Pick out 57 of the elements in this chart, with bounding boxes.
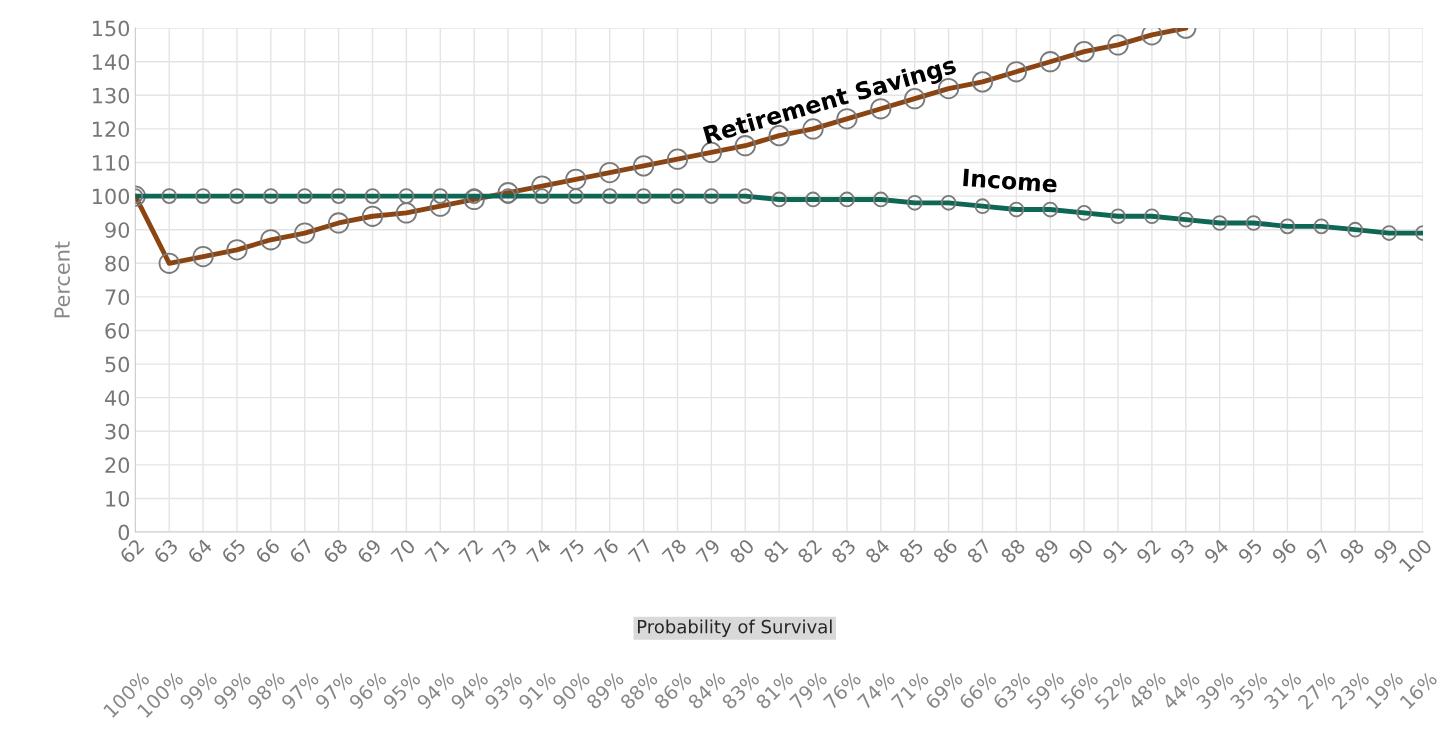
x-tick-label: 79 — [695, 538, 722, 564]
x-tick-label: 99 — [1372, 538, 1399, 565]
series-label: Income — [963, 168, 1058, 193]
y-tick-label: 130 — [92, 87, 130, 104]
y-tick-label: 40 — [104, 390, 130, 406]
x-tick-label: 74 — [526, 538, 552, 564]
x-tick-label: 77 — [627, 538, 653, 564]
x-tick-label: 91 — [1101, 538, 1128, 565]
y-tick-label: 90 — [105, 222, 130, 238]
x-tick-label: 97 — [1304, 538, 1331, 565]
x-tick-label: 93 — [1169, 538, 1196, 565]
y-tick-label: 30 — [105, 423, 130, 440]
y-tick-label: 10 — [106, 490, 130, 507]
x-tick-label: 98 — [1338, 538, 1365, 565]
x-tick-label: 68 — [322, 538, 349, 565]
x-tick-label: 76 — [593, 538, 620, 564]
y-axis-title: Percent — [54, 241, 70, 318]
x-tick-label: 67 — [288, 538, 315, 565]
x-tick-label: 95 — [1237, 538, 1263, 565]
x-tick-label: 92 — [1135, 538, 1162, 565]
x-tick-label: 69 — [356, 538, 383, 565]
y-tick-label: 70 — [105, 289, 130, 306]
y-tick-label: 80 — [105, 255, 130, 272]
x-tick-label: 66 — [254, 538, 281, 565]
x-tick-label: 72 — [458, 538, 484, 564]
x-tick-label: 87 — [966, 538, 992, 565]
x-tick-label: 96 — [1271, 538, 1298, 565]
y-tick-label: 60 — [105, 322, 130, 339]
x-tick-label: 94 — [1203, 537, 1230, 565]
x-tick-label: 89 — [1033, 538, 1060, 565]
x-tick-label: 80 — [728, 538, 755, 565]
x-tick-label: 78 — [661, 538, 688, 564]
text: Probability of Survival — [637, 619, 832, 637]
x-tick-label: 65 — [220, 538, 247, 565]
y-tick-label: 50 — [105, 356, 130, 373]
x-tick-label: 84 — [864, 537, 891, 565]
x-tick-label: 81 — [762, 538, 789, 565]
x-tick-label: 71 — [424, 538, 450, 564]
y-tick-label: 110 — [92, 154, 130, 171]
x-tick-label: 83 — [830, 538, 857, 565]
y-tick-label: 20 — [105, 457, 130, 474]
x-tick-label: 85 — [898, 538, 925, 565]
y-tick-label: 100 — [92, 188, 130, 205]
x-tick-label: 64 — [186, 537, 213, 565]
y-tick-label: 0 — [118, 524, 130, 541]
x-tick-label: 86 — [932, 538, 959, 565]
y-tick-label: 140 — [92, 54, 130, 70]
y-tick-label: 120 — [92, 121, 130, 138]
x-tick-label: 63 — [152, 538, 179, 565]
x-tick-label: 88 — [1000, 538, 1027, 565]
x-tick-label: 100 — [1398, 538, 1433, 573]
y-tick-label: 150 — [92, 20, 130, 37]
x-tick-label: 90 — [1067, 538, 1094, 565]
x-tick-label: 73 — [491, 538, 518, 564]
x-tick-label: 82 — [796, 538, 823, 565]
x-tick-label: 75 — [559, 538, 586, 564]
x-tick-label: 70 — [390, 538, 417, 564]
